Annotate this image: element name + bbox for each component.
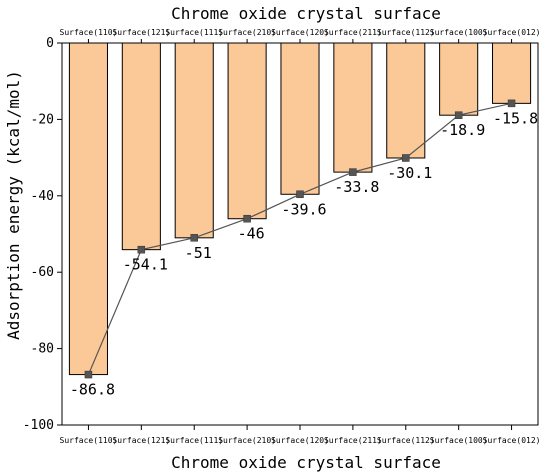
marker xyxy=(296,190,304,199)
x-axis-title: Chrome oxide crystal surface xyxy=(171,453,441,472)
y-tick-label: -40 xyxy=(31,189,54,204)
bar xyxy=(386,42,426,159)
bar xyxy=(68,42,108,376)
x-top-tick-label: Surface(211) xyxy=(324,28,382,37)
x-tick-label: Surface(112) xyxy=(377,436,435,445)
data-label: -33.8 xyxy=(334,178,379,196)
x-tick-label: Surface(211) xyxy=(324,436,382,445)
marker xyxy=(402,154,410,162)
y-tick-label: -100 xyxy=(23,418,54,433)
bar xyxy=(121,42,161,251)
x-top-tick-label: Surface(012) xyxy=(483,28,541,37)
data-label: -15.8 xyxy=(493,109,538,127)
marker xyxy=(507,99,516,108)
bar xyxy=(333,42,373,173)
data-label: -18.9 xyxy=(440,121,485,139)
bar xyxy=(280,42,320,195)
chart-title: Chrome oxide crystal surface xyxy=(171,4,441,23)
marker xyxy=(190,234,198,242)
x-top-tick-label: Surface(111) xyxy=(165,28,223,37)
x-top-tick-label: Surface(112) xyxy=(377,28,435,37)
marker xyxy=(349,168,357,176)
marker xyxy=(243,214,251,223)
overlay-layer xyxy=(84,99,516,379)
y-axis-title: Adsorption energy (kcal/mol) xyxy=(4,70,23,340)
bar xyxy=(174,42,214,239)
x-top-tick-label: Surface(121) xyxy=(112,28,170,37)
marker xyxy=(137,245,146,254)
x-tick-label: Surface(012) xyxy=(483,436,541,445)
x-tick-label: Surface(110) xyxy=(60,436,118,445)
data-label: -54.1 xyxy=(123,256,168,274)
x-top-tick-label: Surface(120) xyxy=(271,28,329,37)
y-tick-label: 0 xyxy=(46,36,54,51)
marker xyxy=(84,370,93,379)
marker xyxy=(454,111,463,119)
axes-layer: 0 -20 -40 -60 -80 -100 Surface(110) Surface(110… xyxy=(23,28,541,445)
x-tick-label: Surface(100) xyxy=(430,436,488,445)
x-tick-label: Surface(121) xyxy=(112,436,170,445)
x-tick-label: Surface(111) xyxy=(165,436,223,445)
x-top-tick-label: Surface(210) xyxy=(218,28,276,37)
y-tick-label: -60 xyxy=(31,265,54,280)
x-tick-label: Surface(210) xyxy=(218,436,276,445)
data-label: -86.8 xyxy=(70,381,115,399)
bar xyxy=(439,42,479,116)
x-tick-label: Surface(120) xyxy=(271,436,329,445)
bar xyxy=(227,42,267,220)
x-top-tick-label: Surface(110) xyxy=(60,28,118,37)
data-label: -39.6 xyxy=(281,200,326,218)
y-tick-label: -80 xyxy=(31,342,54,357)
labels-layer: -86.8 -54.1 -51 -46 -39.6 -33.8 -30.1 -18.9 -15.… xyxy=(70,109,538,398)
x-top-tick-label: Surface(100) xyxy=(430,28,488,37)
data-label: -30.1 xyxy=(387,164,432,182)
bar xyxy=(492,42,532,104)
y-tick-label: -20 xyxy=(31,112,54,127)
data-label: -46 xyxy=(238,225,265,243)
data-label: -51 xyxy=(185,244,212,262)
